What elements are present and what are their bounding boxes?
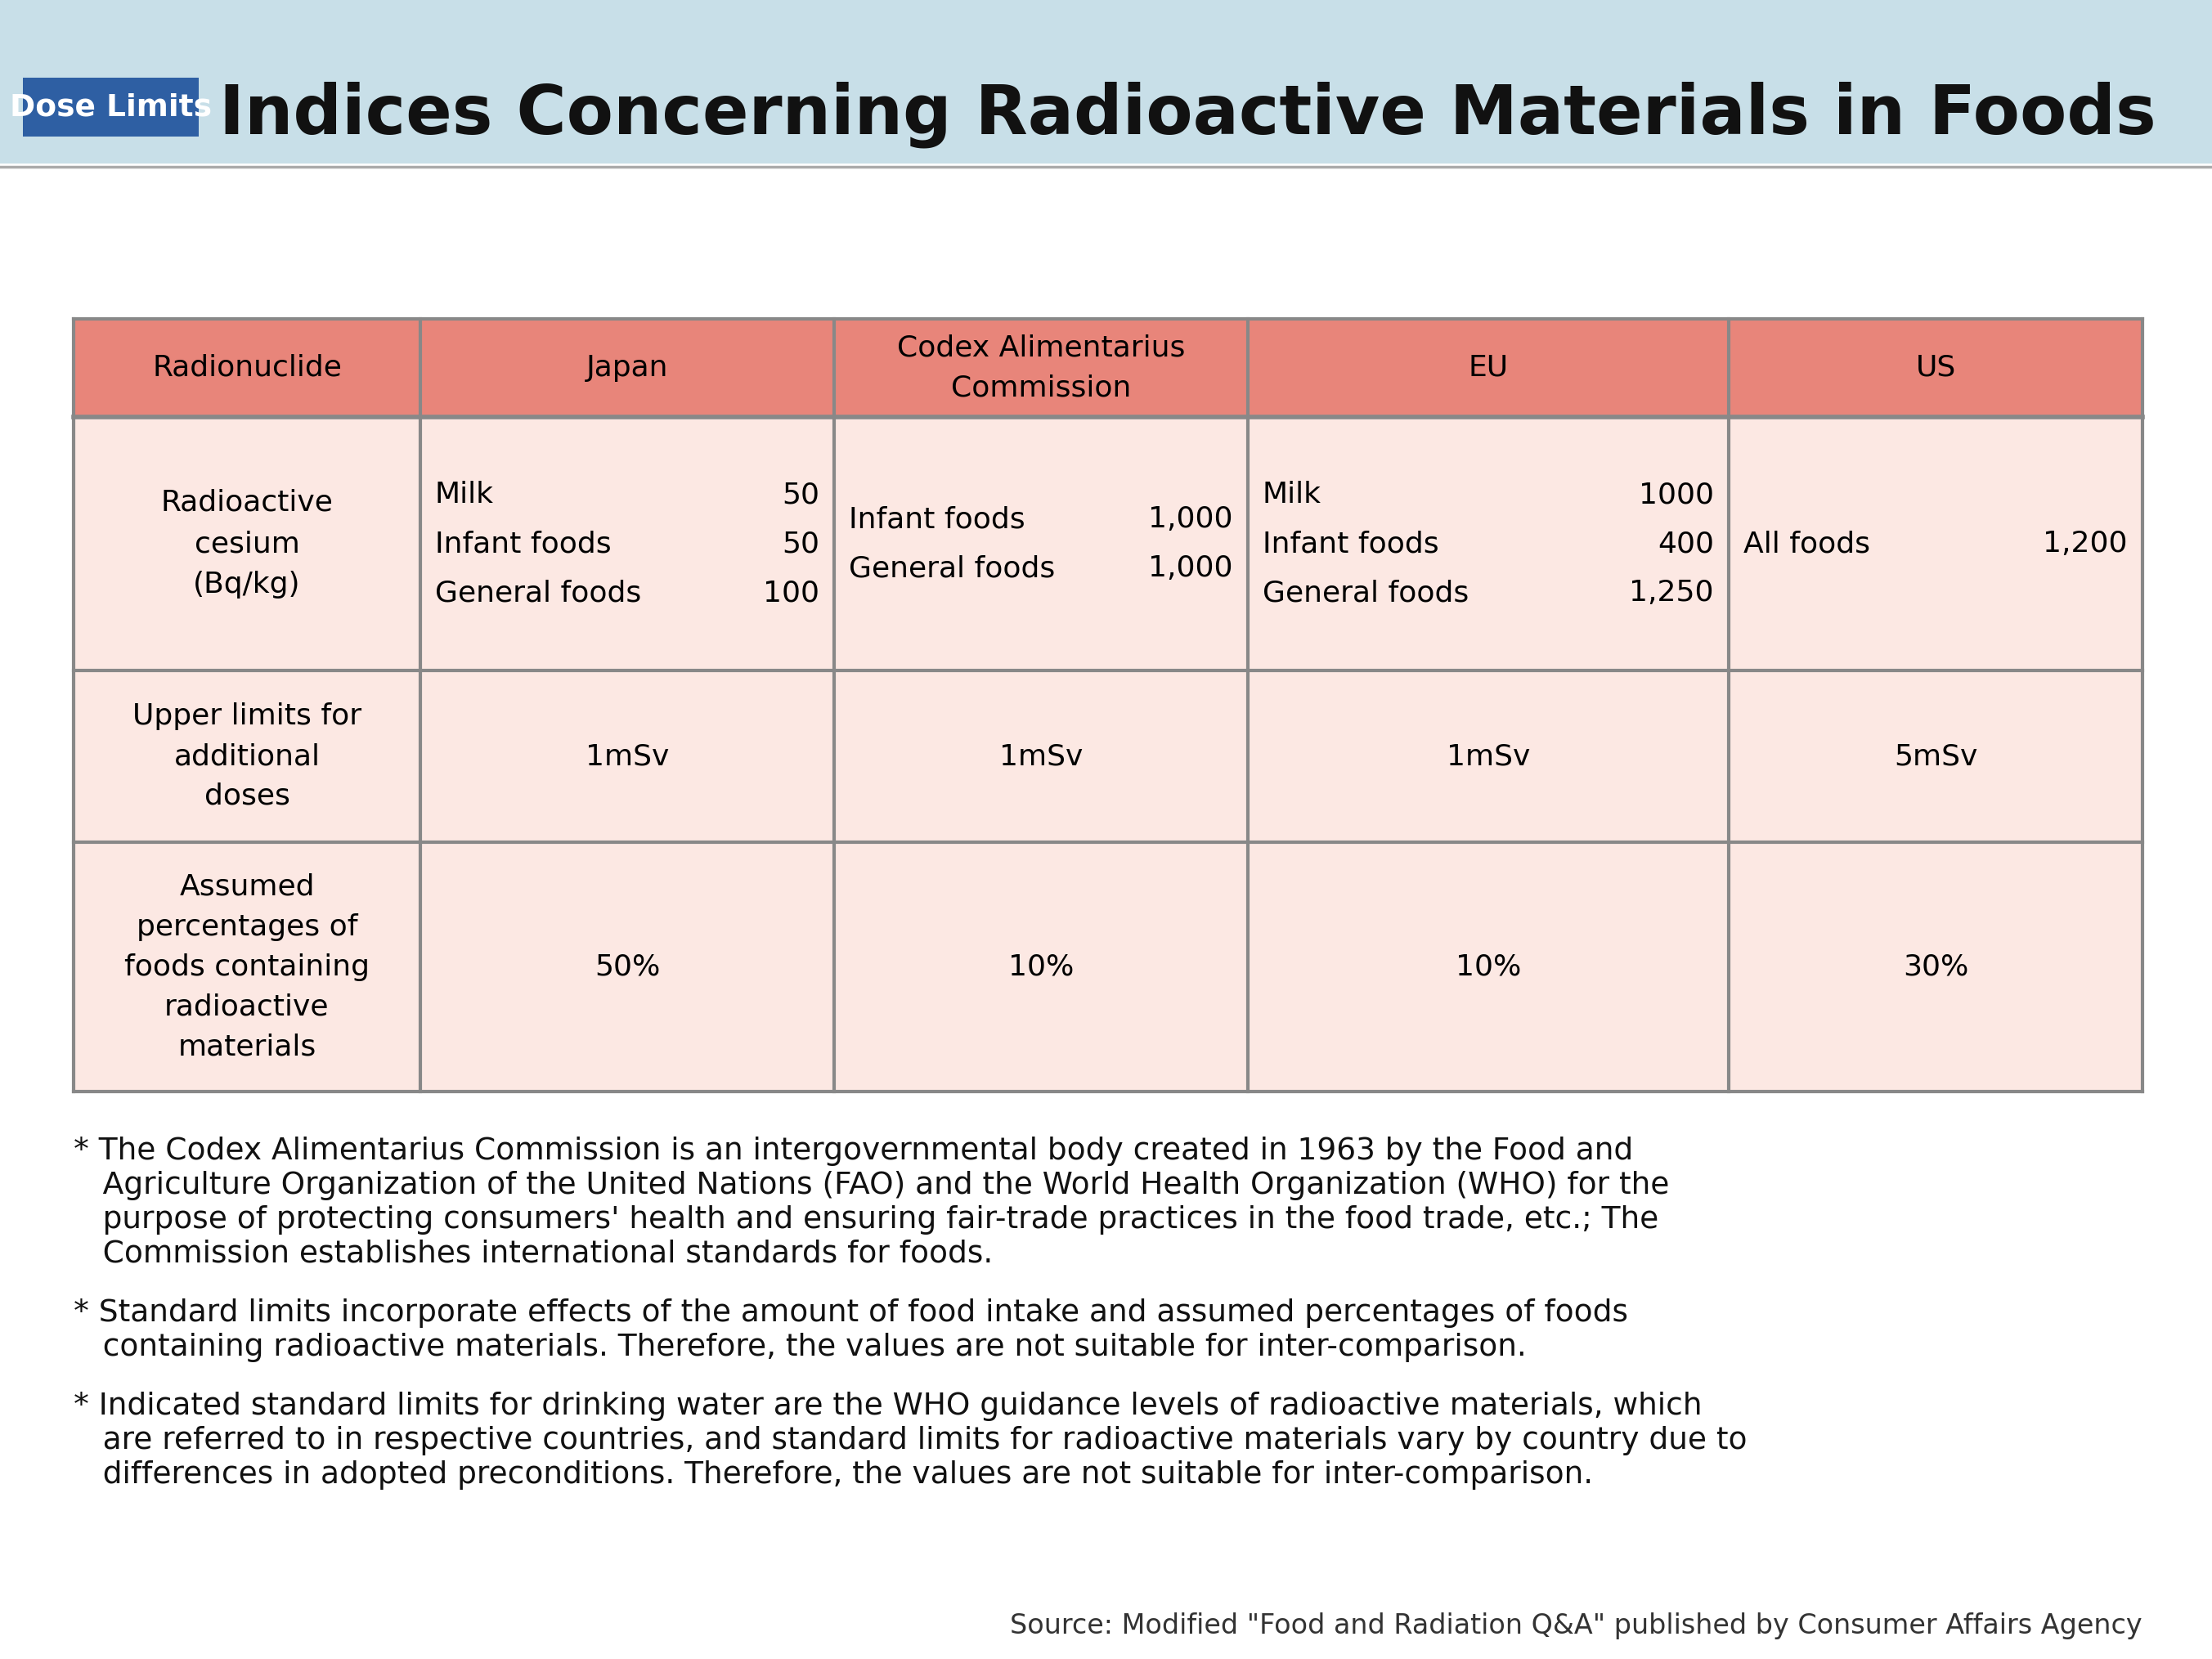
Text: 400: 400	[1657, 529, 1714, 557]
Text: 50: 50	[781, 529, 818, 557]
Text: EU: EU	[1469, 353, 1509, 382]
FancyBboxPatch shape	[834, 670, 1248, 843]
Text: Codex Alimentarius
Commission: Codex Alimentarius Commission	[896, 333, 1186, 401]
FancyBboxPatch shape	[834, 843, 1248, 1092]
Text: Assumed
percentages of
foods containing
radioactive
materials: Assumed percentages of foods containing …	[124, 873, 369, 1060]
Text: 50: 50	[781, 481, 818, 509]
Text: 1mSv: 1mSv	[586, 743, 668, 770]
FancyBboxPatch shape	[73, 416, 420, 670]
Text: containing radioactive materials. Therefore, the values are not suitable for int: containing radioactive materials. Theref…	[73, 1332, 1526, 1362]
Text: Radionuclide: Radionuclide	[153, 353, 341, 382]
Text: * Indicated standard limits for drinking water are the WHO guidance levels of ra: * Indicated standard limits for drinking…	[73, 1392, 1703, 1422]
Text: 30%: 30%	[1902, 952, 1969, 980]
FancyBboxPatch shape	[1730, 670, 2143, 843]
Text: 10%: 10%	[1455, 952, 1522, 980]
Text: All foods: All foods	[1743, 529, 1869, 557]
Text: US: US	[1916, 353, 1955, 382]
FancyBboxPatch shape	[73, 670, 420, 843]
Text: 1mSv: 1mSv	[1000, 743, 1084, 770]
FancyBboxPatch shape	[420, 416, 834, 670]
FancyBboxPatch shape	[1730, 319, 2143, 416]
FancyBboxPatch shape	[834, 319, 1248, 416]
Text: Radioactive
cesium
(Bq/kg): Radioactive cesium (Bq/kg)	[161, 489, 334, 599]
Text: 1,200: 1,200	[2044, 529, 2128, 557]
Text: 1,000: 1,000	[1148, 506, 1232, 533]
FancyBboxPatch shape	[1248, 416, 1730, 670]
FancyBboxPatch shape	[834, 416, 1248, 670]
Text: are referred to in respective countries, and standard limits for radioactive mat: are referred to in respective countries,…	[73, 1427, 1747, 1455]
Text: 1000: 1000	[1639, 481, 1714, 509]
Text: Commission establishes international standards for foods.: Commission establishes international sta…	[73, 1239, 993, 1269]
FancyBboxPatch shape	[1248, 670, 1730, 843]
Text: 50%: 50%	[595, 952, 659, 980]
Text: Milk: Milk	[436, 481, 493, 509]
FancyBboxPatch shape	[420, 670, 834, 843]
Text: Upper limits for
additional
doses: Upper limits for additional doses	[133, 702, 361, 810]
FancyBboxPatch shape	[0, 0, 2212, 164]
FancyBboxPatch shape	[1248, 843, 1730, 1092]
Text: 1mSv: 1mSv	[1447, 743, 1531, 770]
FancyBboxPatch shape	[1730, 416, 2143, 670]
FancyBboxPatch shape	[420, 843, 834, 1092]
Text: 1,250: 1,250	[1630, 579, 1714, 607]
FancyBboxPatch shape	[73, 319, 420, 416]
Text: 5mSv: 5mSv	[1893, 743, 1978, 770]
Text: Japan: Japan	[586, 353, 668, 382]
Text: General foods: General foods	[436, 579, 641, 607]
Text: purpose of protecting consumers' health and ensuring fair-trade practices in the: purpose of protecting consumers' health …	[73, 1204, 1659, 1234]
Text: General foods: General foods	[1263, 579, 1469, 607]
Text: Indices Concerning Radioactive Materials in Foods: Indices Concerning Radioactive Materials…	[219, 81, 2157, 148]
Text: Source: Modified "Food and Radiation Q&A" published by Consumer Affairs Agency: Source: Modified "Food and Radiation Q&A…	[1011, 1613, 2143, 1639]
FancyBboxPatch shape	[22, 78, 199, 136]
FancyBboxPatch shape	[420, 319, 834, 416]
FancyBboxPatch shape	[1248, 319, 1730, 416]
Text: 10%: 10%	[1009, 952, 1073, 980]
Text: Dose Limits: Dose Limits	[9, 93, 212, 121]
Text: General foods: General foods	[849, 554, 1055, 582]
Text: * Standard limits incorporate effects of the amount of food intake and assumed p: * Standard limits incorporate effects of…	[73, 1299, 1628, 1327]
FancyBboxPatch shape	[73, 843, 420, 1092]
Text: Infant foods: Infant foods	[849, 506, 1024, 533]
Text: * The Codex Alimentarius Commission is an intergovernmental body created in 1963: * The Codex Alimentarius Commission is a…	[73, 1136, 1632, 1166]
Text: Infant foods: Infant foods	[1263, 529, 1438, 557]
FancyBboxPatch shape	[1730, 843, 2143, 1092]
Text: 100: 100	[763, 579, 818, 607]
Text: Agriculture Organization of the United Nations (FAO) and the World Health Organi: Agriculture Organization of the United N…	[73, 1171, 1670, 1201]
Text: Infant foods: Infant foods	[436, 529, 611, 557]
Text: 1,000: 1,000	[1148, 554, 1232, 582]
Text: differences in adopted preconditions. Therefore, the values are not suitable for: differences in adopted preconditions. Th…	[73, 1460, 1593, 1490]
Text: Milk: Milk	[1263, 481, 1321, 509]
